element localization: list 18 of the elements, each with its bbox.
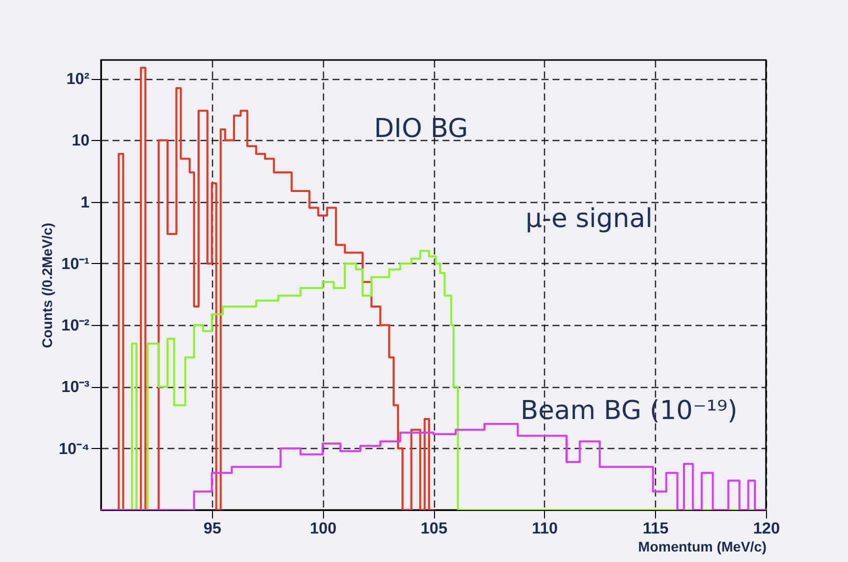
annotation: Beam BG (10⁻¹⁹) [520, 396, 738, 426]
y-tick-label: 10⁻⁴ [58, 440, 90, 458]
y-tick-label: 1 [80, 194, 90, 212]
x-tick-label: 120 [753, 520, 780, 538]
x-tick-label: 110 [532, 520, 558, 538]
y-tick-label: 10⁻³ [61, 379, 90, 396]
y-tick-label: 10⁻² [61, 318, 90, 335]
y-tick-label: 10² [66, 71, 90, 88]
x-axis-title: Momentum (MeV/c) [638, 538, 766, 554]
y-axis-title: Counts (/0.2MeV/c) [38, 222, 55, 348]
annotation: DIO BG [374, 114, 468, 144]
y-tick-label: 10 [72, 132, 90, 150]
x-tick-label: 100 [310, 520, 337, 538]
x-tick-label: 95 [203, 520, 222, 538]
y-tick-label: 10⁻¹ [61, 256, 90, 273]
x-tick-label: 105 [420, 520, 448, 538]
annotation: μ-e signal [525, 204, 653, 234]
x-tick-label: 115 [642, 520, 669, 538]
